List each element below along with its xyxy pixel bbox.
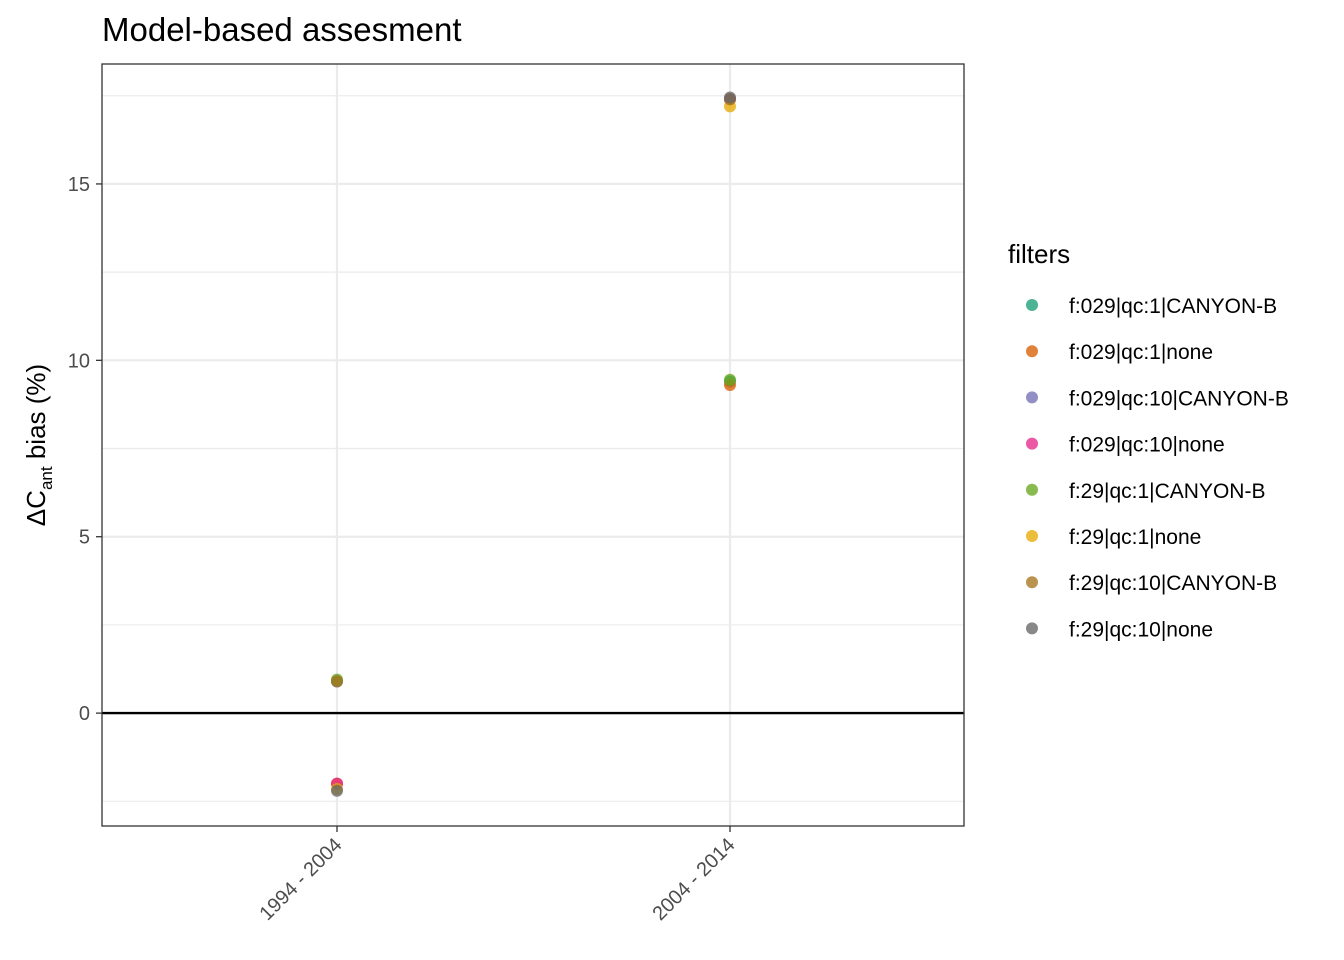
y-axis-label-main: ΔC — [21, 490, 51, 526]
legend-key — [1026, 437, 1038, 450]
legend-label: f:29|qc:10|CANYON-B — [1069, 572, 1277, 595]
grid-minor — [102, 95, 964, 802]
y-tick-label: 10 — [68, 350, 90, 372]
y-tick-label: 15 — [68, 174, 90, 196]
chart-title: Model-based assesment — [102, 11, 462, 48]
legend-key — [1026, 576, 1038, 589]
legend-key — [1026, 391, 1038, 404]
legend-label: f:029|qc:1|none — [1069, 341, 1213, 364]
legend-label: f:029|qc:10|none — [1069, 434, 1225, 457]
legend-title: filters — [1008, 239, 1070, 269]
y-axis-label-suffix: bias (%) — [21, 364, 51, 467]
legend-label: f:029|qc:1|CANYON-B — [1069, 295, 1277, 318]
legend-label: f:29|qc:10|none — [1069, 618, 1213, 641]
legend-key — [1026, 345, 1038, 358]
x-axis: 1994 - 2004 2004 - 2014 — [255, 826, 740, 925]
data-point — [724, 373, 736, 386]
legend-label: f:029|qc:10|CANYON-B — [1069, 387, 1289, 410]
y-tick-label: 0 — [79, 703, 90, 725]
data-point — [331, 784, 343, 797]
y-axis-label: ΔCant bias (%) — [21, 364, 56, 526]
x-tick-label: 1994 - 2004 — [255, 834, 346, 925]
y-tick-label: 5 — [79, 527, 90, 549]
data-point — [331, 675, 343, 688]
grid-major — [102, 64, 964, 826]
legend-label: f:29|qc:1|none — [1069, 526, 1201, 549]
legend-key — [1026, 299, 1038, 311]
legend: filters f:029|qc:1|CANYON-B f:029|qc:1|no… — [1008, 239, 1289, 641]
legend-key — [1026, 530, 1038, 542]
legend-key — [1026, 622, 1038, 635]
legend-label: f:29|qc:1|CANYON-B — [1069, 480, 1265, 503]
data-points — [331, 91, 736, 797]
x-tick-label: 2004 - 2014 — [648, 834, 739, 925]
legend-key — [1026, 483, 1038, 496]
plot-panel-border — [101, 63, 965, 827]
y-axis: 0 5 10 15 — [68, 174, 102, 725]
y-axis-label-subscript: ant — [37, 466, 56, 490]
data-point — [724, 91, 736, 104]
